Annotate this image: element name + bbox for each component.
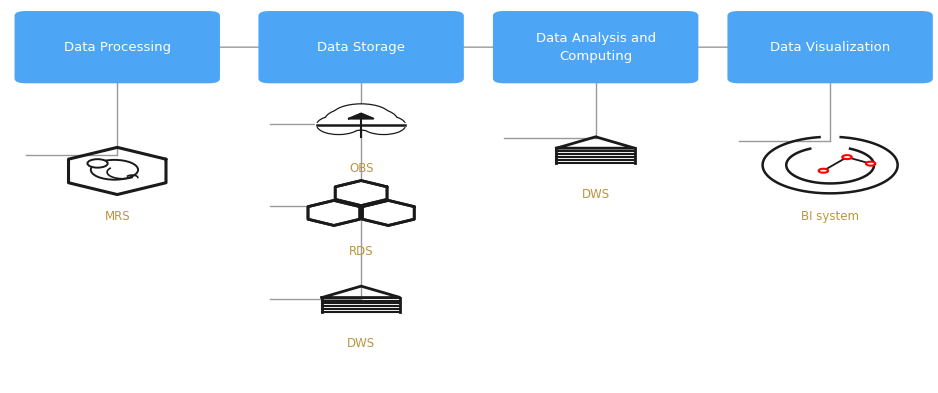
Circle shape xyxy=(91,160,138,180)
Text: MRS: MRS xyxy=(104,209,130,223)
Circle shape xyxy=(362,116,405,134)
Text: Data Storage: Data Storage xyxy=(317,40,405,54)
Circle shape xyxy=(325,109,376,130)
Text: OBS: OBS xyxy=(349,162,373,176)
Text: Data Analysis and
Computing: Data Analysis and Computing xyxy=(536,32,656,62)
Polygon shape xyxy=(364,201,413,225)
Text: RDS: RDS xyxy=(349,245,373,258)
Circle shape xyxy=(842,155,852,159)
Circle shape xyxy=(346,109,397,130)
Text: DWS: DWS xyxy=(582,188,610,201)
Text: BI system: BI system xyxy=(801,209,859,223)
Text: Data Visualization: Data Visualization xyxy=(770,40,890,54)
Text: Data Processing: Data Processing xyxy=(64,40,171,54)
Polygon shape xyxy=(337,181,386,205)
FancyBboxPatch shape xyxy=(728,11,932,83)
Circle shape xyxy=(332,105,390,129)
Text: DWS: DWS xyxy=(347,337,375,351)
FancyBboxPatch shape xyxy=(493,11,698,83)
FancyBboxPatch shape xyxy=(14,11,219,83)
Circle shape xyxy=(317,116,360,134)
Circle shape xyxy=(87,159,108,168)
FancyBboxPatch shape xyxy=(258,11,463,83)
Circle shape xyxy=(866,162,875,165)
Polygon shape xyxy=(349,114,373,119)
Polygon shape xyxy=(310,201,358,225)
Circle shape xyxy=(819,169,828,173)
